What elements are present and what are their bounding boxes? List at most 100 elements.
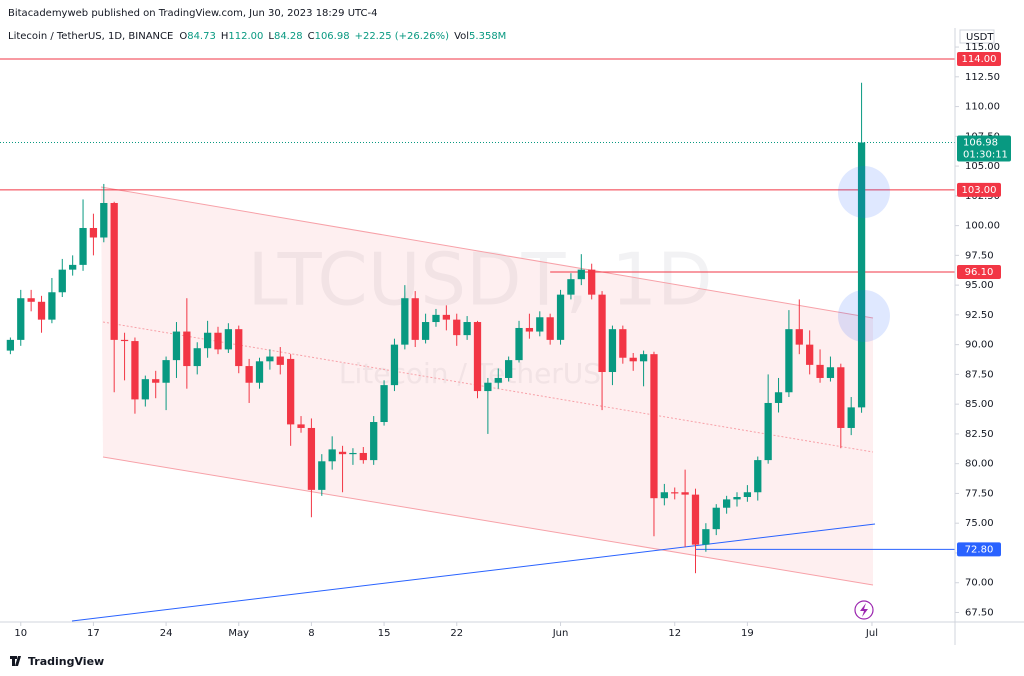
- candle-body: [411, 298, 419, 340]
- candle-body: [48, 292, 56, 320]
- candle-body: [245, 366, 253, 383]
- x-tick-label: 8: [308, 628, 314, 639]
- candle-body: [660, 492, 668, 499]
- candle-body: [505, 360, 513, 378]
- tv-logo: [10, 656, 21, 666]
- x-tick-label: May: [228, 628, 249, 639]
- legend-text: Litecoin / TetherUS, 1D, BINANCE: [8, 31, 173, 42]
- candle-body: [89, 227, 98, 238]
- candle-body: [328, 449, 336, 462]
- legend-text: 106.98: [315, 31, 350, 42]
- candle-body: [27, 298, 35, 302]
- y-tick-label: 115.00: [965, 42, 1000, 53]
- candle-body: [214, 332, 222, 350]
- candle-body: [79, 227, 87, 265]
- candle-body: [110, 202, 118, 340]
- level-tag: [957, 51, 1001, 66]
- y-tick-label: 85.00: [965, 399, 994, 410]
- channel-top: [100, 186, 874, 319]
- candle-body: [473, 322, 482, 392]
- level-label: 103.00: [962, 185, 997, 196]
- candle-body: [432, 314, 440, 323]
- candle-body: [588, 269, 596, 295]
- candle-body: [359, 452, 367, 461]
- trend-line: [71, 523, 876, 622]
- currency-box: [959, 29, 995, 44]
- candle-body: [691, 494, 700, 545]
- last-price-tag: [957, 135, 1011, 162]
- level-label: 72.80: [965, 544, 994, 555]
- candle-body: [847, 407, 855, 428]
- candle-body: [442, 314, 450, 320]
- x-tick-label: 15: [378, 628, 391, 639]
- candle-body: [764, 402, 772, 461]
- candle-body: [826, 367, 835, 378]
- candle-body: [577, 269, 585, 280]
- candle-body: [141, 379, 149, 400]
- price-axis-bg: [955, 28, 1024, 622]
- level-tag: [957, 182, 1001, 197]
- candle-body: [338, 451, 347, 455]
- y-tick-label: 105.00: [965, 161, 1000, 172]
- candle-body: [857, 142, 866, 408]
- candle-body: [224, 329, 233, 350]
- candle-body: [463, 322, 471, 336]
- candle-body: [671, 492, 679, 494]
- candle-body: [795, 329, 803, 345]
- candle-body: [69, 264, 77, 270]
- candle-body: [816, 364, 824, 378]
- candle-body: [235, 329, 243, 367]
- candle-body: [172, 331, 181, 361]
- legend-text: O: [179, 31, 187, 42]
- candle-body: [754, 460, 762, 493]
- legend-text: 112.00: [228, 31, 263, 42]
- candle-body: [421, 322, 430, 340]
- candle-body: [556, 294, 565, 340]
- candle-body: [733, 497, 741, 500]
- candle-body: [567, 279, 575, 295]
- level-tag: [957, 542, 1001, 557]
- candle-body: [681, 492, 689, 495]
- x-tick-label: 24: [160, 628, 173, 639]
- candle-body: [525, 327, 534, 332]
- candle-body: [806, 344, 814, 365]
- y-tick-label: 95.00: [965, 280, 994, 291]
- candle-body: [390, 344, 399, 386]
- y-tick-label: 97.50: [965, 250, 994, 261]
- candle-body: [120, 339, 129, 342]
- y-tick-label: 92.50: [965, 310, 994, 321]
- y-tick-label: 75.00: [965, 518, 994, 529]
- x-tick-label: 17: [87, 628, 100, 639]
- legend-text: 5.358M: [469, 31, 506, 42]
- x-tick-label: 19: [741, 628, 754, 639]
- candle-body: [266, 356, 274, 362]
- candle-body: [380, 385, 388, 423]
- candle-body: [774, 392, 783, 403]
- candle-body: [131, 341, 139, 400]
- candle-body: [58, 269, 66, 293]
- y-tick-label: 87.50: [965, 369, 994, 380]
- highlight-circle: [838, 290, 890, 342]
- candle-body: [100, 202, 108, 238]
- candle-body: [287, 358, 295, 425]
- y-tick-label: 80.00: [965, 459, 994, 470]
- last-price-label: 106.98: [963, 138, 998, 149]
- x-tick-label: 22: [450, 628, 463, 639]
- candle-body: [619, 329, 627, 358]
- candle-body: [17, 298, 25, 340]
- level-label: 96.10: [965, 267, 994, 278]
- candle-body: [6, 339, 15, 351]
- highlight-circle: [838, 166, 890, 218]
- candle-body: [401, 298, 409, 345]
- y-tick-label: 70.00: [965, 578, 994, 589]
- candle-body: [837, 367, 845, 428]
- candle-body: [318, 461, 326, 490]
- candle-body: [598, 294, 606, 373]
- candle-body: [297, 424, 305, 428]
- legend: Litecoin / TetherUS, 1D, BINANCE O 84.73 H 1…: [8, 31, 506, 42]
- candle-body: [536, 317, 544, 332]
- y-tick-label: 67.50: [965, 607, 994, 618]
- candle-body: [743, 492, 752, 498]
